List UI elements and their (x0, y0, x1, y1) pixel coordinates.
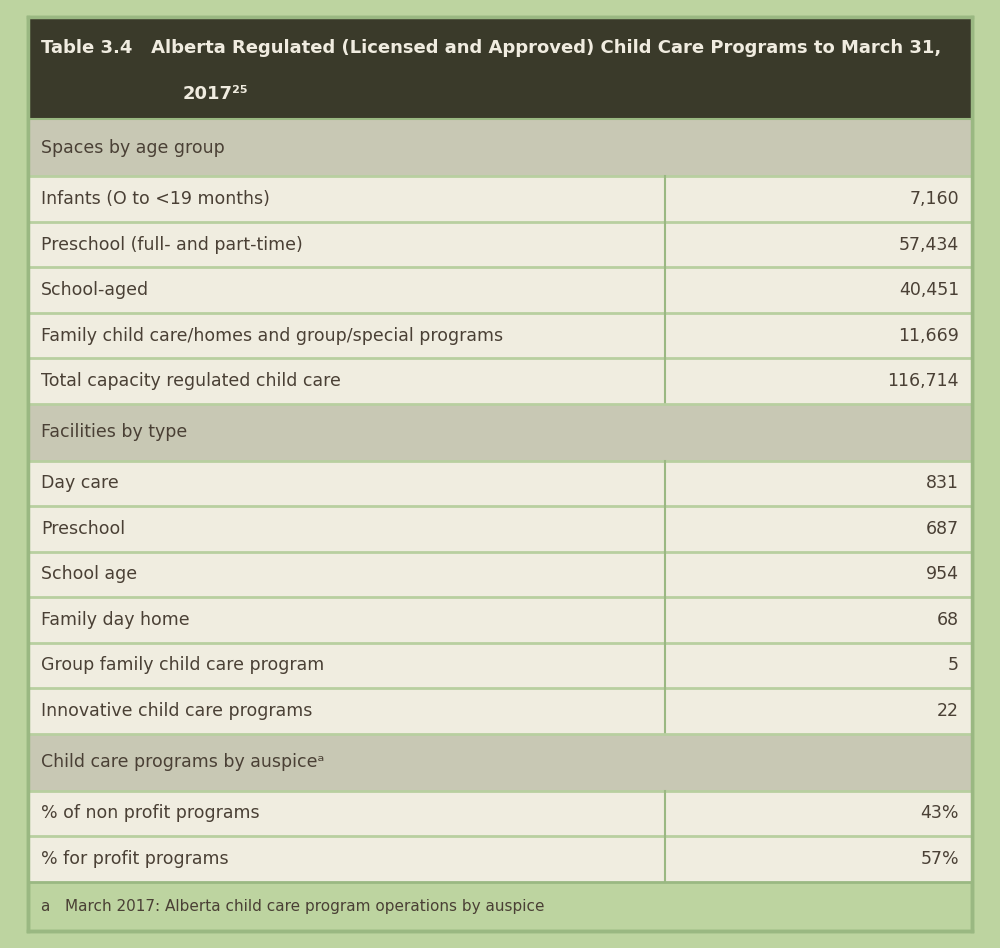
Bar (28, 836, 665, 882)
Text: 57%: 57% (920, 850, 959, 867)
Text: 40,451: 40,451 (899, 282, 959, 299)
Text: Total capacity regulated child care: Total capacity regulated child care (41, 373, 341, 390)
Text: School age: School age (41, 566, 137, 583)
Bar (665, 313, 972, 358)
Bar (28, 404, 972, 461)
Bar (28, 791, 665, 836)
Bar (28, 267, 665, 313)
Bar (665, 267, 972, 313)
Bar (28, 358, 665, 404)
Text: 7,160: 7,160 (909, 191, 959, 208)
Text: 2017²⁵: 2017²⁵ (183, 85, 249, 102)
Bar (665, 688, 972, 734)
Bar (28, 461, 665, 506)
Bar (665, 222, 972, 267)
Bar (28, 734, 972, 791)
Bar (665, 506, 972, 552)
Bar (28, 17, 972, 119)
Text: Day care: Day care (41, 475, 119, 492)
Text: Innovative child care programs: Innovative child care programs (41, 702, 312, 720)
Bar (28, 119, 972, 176)
Text: Facilities by type: Facilities by type (41, 424, 187, 441)
Text: 68: 68 (937, 611, 959, 629)
Text: Preschool: Preschool (41, 520, 125, 538)
Bar (665, 836, 972, 882)
Text: Group family child care program: Group family child care program (41, 657, 324, 674)
Text: % for profit programs: % for profit programs (41, 850, 229, 867)
Bar (28, 506, 665, 552)
Bar (28, 176, 665, 222)
Bar (665, 643, 972, 688)
Bar (28, 222, 665, 267)
Text: % of non profit programs: % of non profit programs (41, 805, 260, 822)
Bar (665, 552, 972, 597)
Text: Preschool (full- and part-time): Preschool (full- and part-time) (41, 236, 303, 253)
Text: Family day home: Family day home (41, 611, 190, 629)
Text: Child care programs by auspiceᵃ: Child care programs by auspiceᵃ (41, 754, 324, 771)
Bar (665, 791, 972, 836)
Text: a   March 2017: Alberta child care program operations by auspice: a March 2017: Alberta child care program… (41, 899, 544, 914)
Bar (28, 688, 665, 734)
Text: 43%: 43% (920, 805, 959, 822)
Bar (665, 597, 972, 643)
Text: 5: 5 (948, 657, 959, 674)
Bar (28, 643, 665, 688)
Bar (665, 461, 972, 506)
Bar (665, 358, 972, 404)
Bar (28, 119, 972, 882)
Text: Family child care/homes and group/special programs: Family child care/homes and group/specia… (41, 327, 503, 344)
Text: Infants (O to <19 months): Infants (O to <19 months) (41, 191, 270, 208)
Bar (28, 597, 665, 643)
Text: School-aged: School-aged (41, 282, 149, 299)
Text: Spaces by age group: Spaces by age group (41, 139, 225, 156)
Text: 22: 22 (937, 702, 959, 720)
Text: 831: 831 (926, 475, 959, 492)
Text: 687: 687 (926, 520, 959, 538)
Bar (28, 313, 665, 358)
Text: 11,669: 11,669 (898, 327, 959, 344)
Bar (665, 176, 972, 222)
Text: 57,434: 57,434 (899, 236, 959, 253)
Text: 954: 954 (926, 566, 959, 583)
Text: Table 3.4   Alberta Regulated (Licensed and Approved) Child Care Programs to Mar: Table 3.4 Alberta Regulated (Licensed an… (41, 39, 941, 57)
Text: 116,714: 116,714 (888, 373, 959, 390)
Bar (28, 552, 665, 597)
